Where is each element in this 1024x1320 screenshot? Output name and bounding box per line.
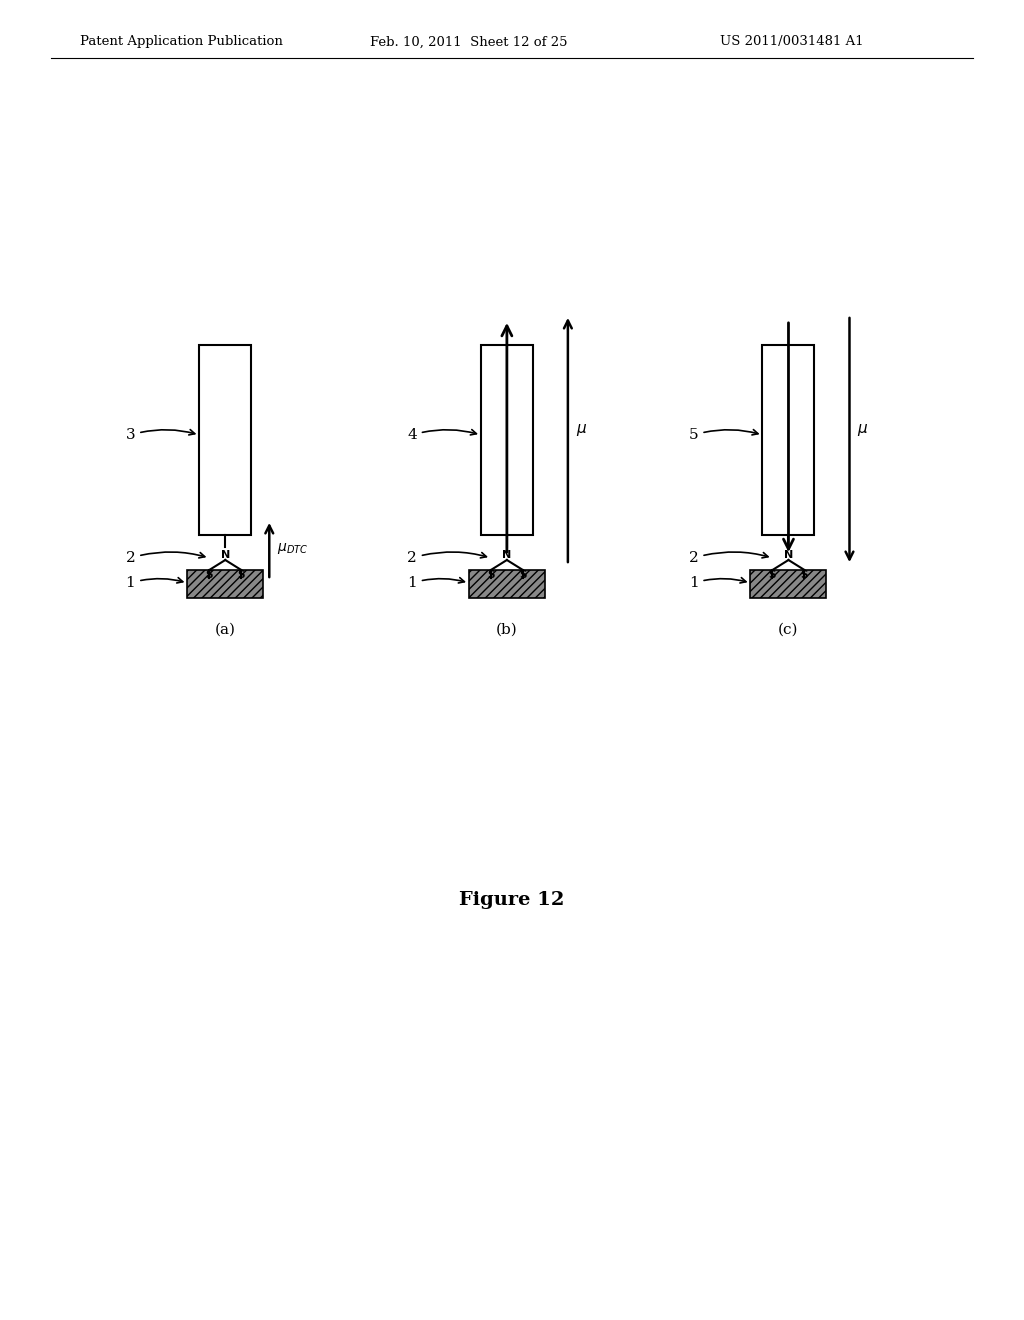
Bar	[200, 345, 251, 535]
Text: $\mu$: $\mu$	[575, 422, 587, 438]
Bar	[763, 345, 814, 535]
Bar	[481, 345, 532, 535]
Text: 1: 1	[689, 576, 746, 590]
Text: S: S	[769, 570, 776, 579]
Text: N: N	[783, 550, 794, 560]
Bar	[469, 570, 545, 598]
Text: Figure 12: Figure 12	[460, 891, 564, 909]
Text: Feb. 10, 2011  Sheet 12 of 25: Feb. 10, 2011 Sheet 12 of 25	[370, 36, 567, 49]
Text: 1: 1	[126, 576, 183, 590]
Text: US 2011/0031481 A1: US 2011/0031481 A1	[720, 36, 863, 49]
Text: 1: 1	[408, 576, 465, 590]
Text: 3: 3	[126, 428, 195, 442]
Text: S: S	[487, 570, 495, 579]
Text: S: S	[206, 570, 213, 579]
Text: Patent Application Publication: Patent Application Publication	[80, 36, 283, 49]
Text: (c): (c)	[778, 623, 799, 638]
Text: 2: 2	[408, 550, 486, 565]
Text: 5: 5	[689, 428, 758, 442]
Text: S: S	[801, 570, 808, 579]
Text: $\mu$: $\mu$	[857, 422, 868, 438]
Text: (a): (a)	[215, 623, 236, 638]
Text: $\mu_{DTC}$: $\mu_{DTC}$	[278, 540, 308, 556]
Text: 4: 4	[408, 428, 476, 442]
Bar	[187, 570, 263, 598]
Text: 2: 2	[689, 550, 768, 565]
Text: 2: 2	[126, 550, 205, 565]
Text: S: S	[238, 570, 245, 579]
Bar	[751, 570, 826, 598]
Text: N: N	[502, 550, 512, 560]
Text: S: S	[519, 570, 526, 579]
Text: N: N	[220, 550, 230, 560]
Text: (b): (b)	[496, 623, 518, 638]
